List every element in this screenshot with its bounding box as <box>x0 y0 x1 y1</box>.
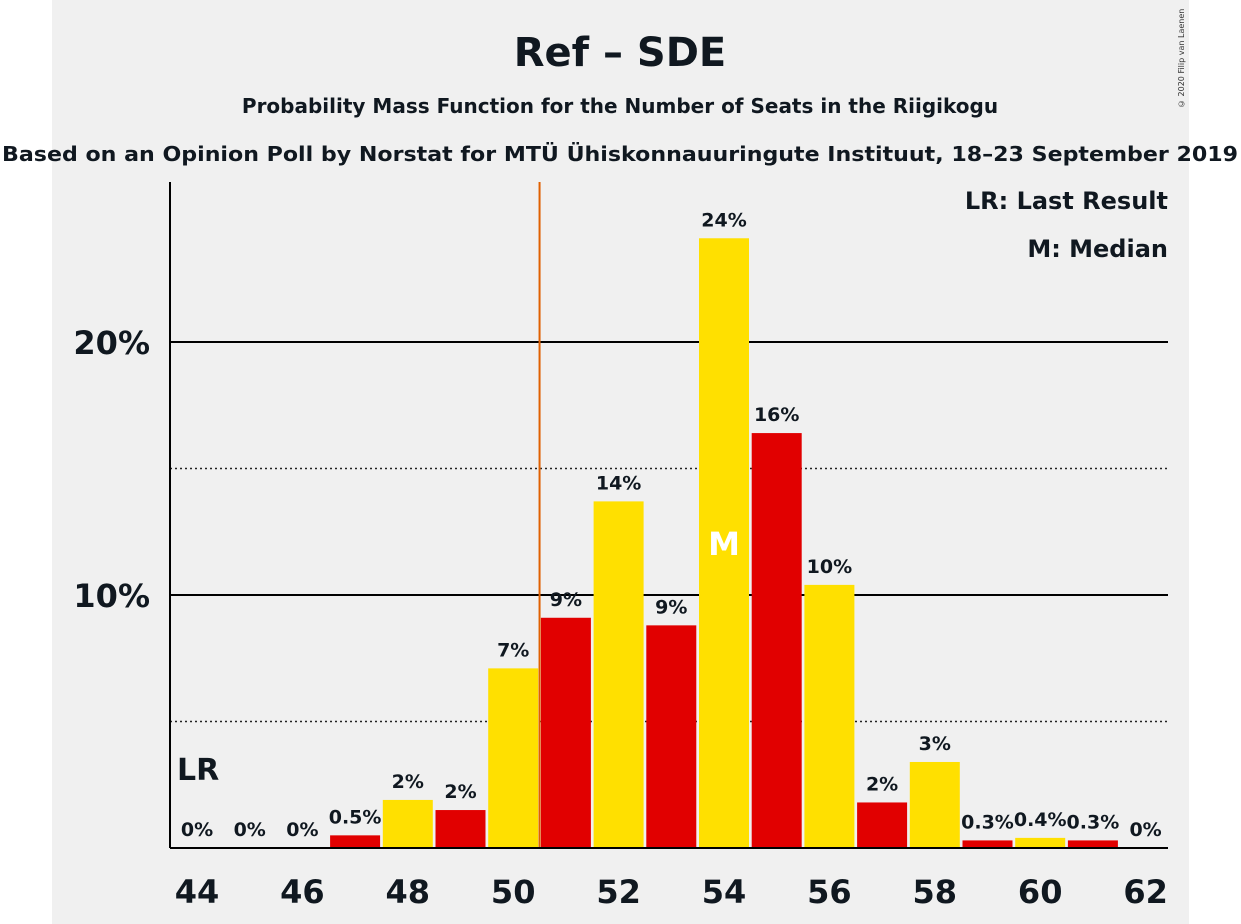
x-tick-56: 56 <box>807 873 852 911</box>
last-result-marker: LR <box>177 753 219 788</box>
bar-57 <box>857 802 908 848</box>
tick-labels: 44 46 48 50 52 54 56 58 60 62 10% 20% <box>73 324 1167 911</box>
x-tick-44: 44 <box>175 873 220 911</box>
bar-label-44: 0% <box>181 819 213 841</box>
x-tick-58: 58 <box>913 873 958 911</box>
bar-labels: 0% 0% 0% 0.5% 2% 2% 7% 9% 14% 9% 24% 16% 10% 2% 3% 0.3%… <box>177 209 1162 841</box>
bar-label-46: 0% <box>286 819 318 841</box>
chart-title: Ref – SDE <box>514 30 727 76</box>
bar-50 <box>488 668 539 848</box>
median-marker: M <box>708 525 740 563</box>
bar-label-61: 0.3% <box>1067 811 1120 833</box>
x-tick-52: 52 <box>596 873 641 911</box>
bar-47 <box>330 835 381 848</box>
gridlines <box>170 341 1168 723</box>
bar-label-56: 10% <box>807 556 852 578</box>
bar-59 <box>962 840 1013 848</box>
bar-label-62: 0% <box>1129 819 1161 841</box>
bar-label-59: 0.3% <box>961 811 1014 833</box>
bar-label-47: 0.5% <box>329 806 382 828</box>
x-tick-46: 46 <box>280 873 325 911</box>
x-tick-48: 48 <box>386 873 431 911</box>
bar-label-57: 2% <box>866 773 898 795</box>
bar-label-58: 3% <box>919 733 951 755</box>
bar-54 <box>699 238 749 848</box>
bar-label-48: 2% <box>392 771 424 793</box>
bar-56 <box>804 584 855 848</box>
bar-61 <box>1067 840 1118 848</box>
bar-label-49: 2% <box>444 781 476 803</box>
y-tick-10: 10% <box>73 577 150 615</box>
x-tick-60: 60 <box>1018 873 1063 911</box>
bar-53 <box>646 625 697 848</box>
copyright-notice: © 2020 Filip van Laenen <box>1177 8 1186 108</box>
bar-label-60: 0.4% <box>1014 809 1067 831</box>
x-tick-50: 50 <box>491 873 536 911</box>
bar-label-52: 14% <box>596 472 641 494</box>
bar-label-53: 9% <box>655 596 687 618</box>
x-tick-62: 62 <box>1123 873 1168 911</box>
bar-49 <box>435 810 486 848</box>
bars <box>330 238 1118 848</box>
legend-median: M: Median <box>1027 235 1168 263</box>
bar-51 <box>540 617 591 848</box>
bar-label-51: 9% <box>550 589 582 611</box>
chart-subtitle: Probability Mass Function for the Number… <box>242 94 998 118</box>
chart-subtitle-source: Based on an Opinion Poll by Norstat for … <box>2 142 1238 166</box>
legend-last-result: LR: Last Result <box>965 187 1168 215</box>
x-tick-54: 54 <box>702 873 747 911</box>
bar-55 <box>751 433 802 848</box>
bar-48 <box>382 799 433 848</box>
bar-label-54: 24% <box>701 209 746 231</box>
bar-label-50: 7% <box>497 639 529 661</box>
y-tick-20: 20% <box>73 324 150 362</box>
bar-58 <box>909 761 960 848</box>
bar-label-55: 16% <box>754 404 799 426</box>
bar-label-45: 0% <box>234 819 266 841</box>
bar-52 <box>593 501 644 848</box>
bar-60 <box>1015 837 1066 848</box>
axes <box>169 182 1168 849</box>
